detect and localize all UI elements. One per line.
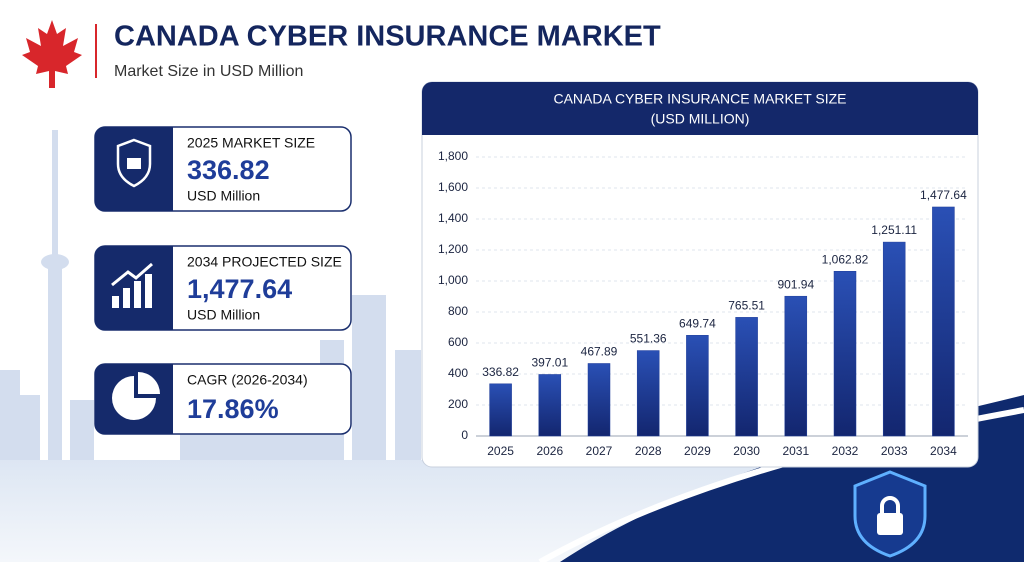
bar: [636, 350, 660, 437]
value-label: 1,477.64: [920, 188, 967, 202]
value-label: 649.74: [679, 316, 716, 330]
bar: [538, 374, 562, 437]
x-tick-label: 2032: [832, 444, 859, 458]
value-label: 336.82: [482, 365, 519, 379]
y-tick-label: 800: [448, 304, 468, 318]
y-tick-label: 1,000: [438, 273, 468, 287]
card: 2025 MARKET SIZE 336.82 USD Million: [94, 126, 352, 212]
card-unit: USD Million: [187, 307, 260, 323]
y-tick-label: 0: [461, 428, 468, 442]
x-tick-label: 2025: [487, 444, 514, 458]
value-label: 397.01: [531, 356, 568, 370]
y-tick-label: 1,800: [438, 149, 468, 163]
x-tick-label: 2029: [684, 444, 711, 458]
bar: [735, 317, 758, 437]
chart-subtitle: (USD MILLION): [651, 111, 750, 127]
y-tick-label: 1,400: [438, 211, 468, 225]
x-tick-label: 2033: [881, 444, 908, 458]
title: CANADA CYBER INSURANCE MARKET: [114, 21, 661, 53]
y-tick-label: 200: [448, 397, 468, 411]
plot: 0 200 400 600 800 1,000 1,200 1,400 1,600 1,800 20…: [438, 149, 968, 458]
bar: [489, 383, 512, 437]
subtitle: Market Size in USD Million: [114, 63, 303, 80]
chart-title: CANADA CYBER INSURANCE MARKET SIZE: [553, 91, 846, 107]
x-tick-label: 2028: [635, 444, 662, 458]
y-tick-label: 600: [448, 335, 468, 349]
bar: [833, 271, 857, 437]
value-label: 1,062.82: [822, 252, 869, 266]
y-tick-label: 400: [448, 366, 468, 380]
y-tick-label: 1,200: [438, 242, 468, 256]
card: CAGR (2026-2034) 17.86%: [94, 363, 352, 435]
bar: [686, 335, 709, 437]
bar: [784, 295, 808, 437]
x-tick-label: 2027: [586, 444, 613, 458]
maple-leaf: [22, 20, 82, 88]
value-label: 467.89: [581, 345, 618, 359]
bar: [882, 241, 906, 437]
shield-icon: [853, 470, 927, 558]
value-label: 901.94: [777, 277, 814, 291]
x-tick-label: 2026: [536, 444, 563, 458]
x-tick-label: 2034: [930, 444, 957, 458]
y-tick-label: 1,600: [438, 180, 468, 194]
value-label: 765.51: [728, 299, 765, 313]
card-label: 2034 PROJECTED SIZE: [187, 254, 342, 270]
card-label: CAGR (2026-2034): [187, 372, 308, 388]
card-unit: USD Million: [187, 188, 260, 204]
card: 2034 PROJECTED SIZE 1,477.64 USD Million: [94, 245, 352, 331]
value-label: 1,251.11: [871, 223, 917, 237]
card-value: 17.86%: [187, 394, 279, 424]
x-tick-label: 2030: [733, 444, 760, 458]
chart-header: [422, 82, 978, 135]
x-tick-label: 2031: [782, 444, 809, 458]
bar: [587, 363, 611, 437]
card-label: 2025 MARKET SIZE: [187, 135, 315, 151]
card-value: 336.82: [187, 155, 270, 185]
bar: [932, 206, 955, 437]
divider: [95, 24, 97, 78]
value-label: 551.36: [630, 332, 667, 346]
card-value: 1,477.64: [187, 274, 292, 304]
